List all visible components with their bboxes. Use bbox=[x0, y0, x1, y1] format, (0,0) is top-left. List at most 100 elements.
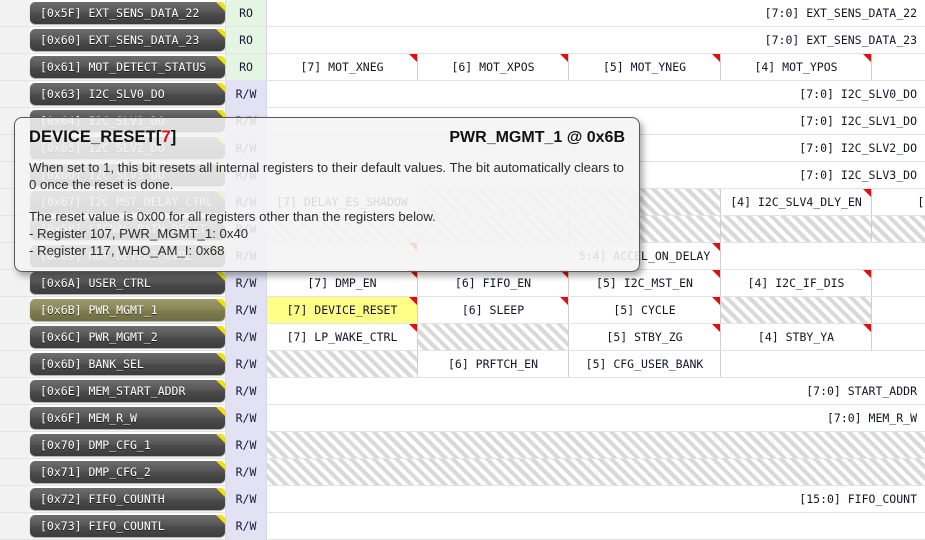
register-name-plate[interactable]: [0x6F] MEM_R_W bbox=[30, 407, 225, 429]
table-row[interactable]: [0x6B] PWR_MGMT_1 R/W [7] DEVICE_RESET [6] … bbox=[0, 297, 925, 324]
register-name-plate[interactable]: [0x5F] EXT_SENS_DATA_22 bbox=[30, 2, 225, 24]
comment-marker-icon bbox=[712, 270, 720, 278]
register-access-cell: R/W bbox=[225, 270, 267, 296]
bitfield-cell[interactable]: [5] CFG_USER_BANK bbox=[569, 351, 721, 377]
bitfield-cell-wide[interactable] bbox=[267, 513, 925, 539]
table-row[interactable]: [0x61] MOT_DETECT_STATUS RO [7] MOT_XNEG [6… bbox=[0, 54, 925, 81]
register-name-plate[interactable]: [0x6C] PWR_MGMT_2 bbox=[30, 326, 225, 348]
tooltip-field-name: DEVICE_RESET bbox=[29, 128, 156, 146]
bitfield-container: [7:0] START_ADDR bbox=[267, 378, 925, 404]
tooltip-field-title: DEVICE_RESET[7] bbox=[29, 128, 176, 147]
bitfield-cell-wide[interactable]: [7:0] EXT_SENS_DATA_22 bbox=[267, 0, 925, 26]
bitfield-cell[interactable] bbox=[872, 351, 925, 377]
bitfield-cell[interactable]: [5] CYCLE bbox=[569, 297, 721, 323]
table-row[interactable]: [0x6E] MEM_START_ADDR R/W [7:0] START_ADDR bbox=[0, 378, 925, 405]
bitfield-cell[interactable]: [7] DEVICE_RESET bbox=[267, 297, 418, 323]
bitfield-cell[interactable]: [7] LP_WAKE_CTRL bbox=[267, 324, 418, 350]
tooltip-bracket-open: [ bbox=[155, 128, 162, 146]
bitfield-cell[interactable]: [5] MOT_YNEG bbox=[569, 54, 721, 80]
register-name-plate[interactable]: [0x71] DMP_CFG_2 bbox=[30, 461, 225, 483]
table-row[interactable]: [0x72] FIFO_COUNTH R/W [15:0] FIFO_COUNT bbox=[0, 486, 925, 513]
table-row[interactable]: [0x6A] USER_CTRL R/W [7] DMP_EN [6] FIFO_EN… bbox=[0, 270, 925, 297]
bitfield-container: [15:0] FIFO_COUNT bbox=[267, 486, 925, 512]
bitfield-container bbox=[267, 432, 925, 458]
table-row[interactable]: [0x5F] EXT_SENS_DATA_22 RO [7:0] EXT_SENS_… bbox=[0, 0, 925, 27]
comment-marker-icon bbox=[409, 54, 417, 62]
comment-marker-icon bbox=[863, 270, 871, 278]
bitfield-cell[interactable] bbox=[721, 243, 872, 269]
register-name-plate[interactable]: [0x63] I2C_SLV0_DO bbox=[30, 83, 225, 105]
register-name-plate[interactable]: [0x70] DMP_CFG_1 bbox=[30, 434, 225, 456]
bitfield-cell[interactable]: [5] I2C_MST_EN bbox=[569, 270, 721, 296]
register-access-cell: R/W bbox=[225, 405, 267, 431]
comment-marker-icon bbox=[863, 54, 871, 62]
table-row[interactable]: [0x6F] MEM_R_W R/W [7:0] MEM_R_W bbox=[0, 405, 925, 432]
bitfield-cell[interactable]: [6] FIFO_EN bbox=[418, 270, 569, 296]
register-name-plate[interactable]: [0x6D] BANK_SEL bbox=[30, 353, 225, 375]
bitfield-cell[interactable] bbox=[872, 243, 925, 269]
register-access-cell: R/W bbox=[225, 513, 267, 539]
bitfield-cell[interactable]: [3] MO bbox=[872, 54, 925, 80]
register-name-plate[interactable]: [0x6A] USER_CTRL bbox=[30, 272, 225, 294]
bitfield-cell[interactable]: [4] I2C_IF_DIS bbox=[721, 270, 872, 296]
register-name-plate[interactable]: [0x6B] PWR_MGMT_1 bbox=[30, 299, 225, 321]
bitfield-cell[interactable]: [3] DMP bbox=[872, 270, 925, 296]
register-name-plate[interactable]: [0x6E] MEM_START_ADDR bbox=[30, 380, 225, 402]
register-name-plate[interactable]: [0x61] MOT_DETECT_STATUS bbox=[30, 56, 225, 78]
bitfield-cell[interactable] bbox=[418, 324, 569, 350]
bitfield-cell[interactable]: [3] I2C_SL bbox=[872, 189, 925, 215]
bitfield-cell[interactable] bbox=[721, 216, 872, 242]
bitfield-container bbox=[267, 513, 925, 539]
bitfield-cell[interactable]: [7] MOT_XNEG bbox=[267, 54, 418, 80]
corner-flag-icon bbox=[216, 434, 225, 443]
table-row[interactable]: [0x6C] PWR_MGMT_2 R/W [7] LP_WAKE_CTRL [5] … bbox=[0, 324, 925, 351]
table-row[interactable]: [0x70] DMP_CFG_1 R/W bbox=[0, 432, 925, 459]
bitfield-cell-wide[interactable]: [7:0] I2C_SLV0_DO bbox=[267, 81, 925, 107]
bitfield-cell[interactable] bbox=[267, 351, 418, 377]
corner-flag-icon bbox=[216, 407, 225, 416]
corner-flag-icon bbox=[216, 2, 225, 11]
bitfield-cell[interactable]: [5] STBY_ZG bbox=[569, 324, 721, 350]
bitfield-cell-wide[interactable]: [7:0] START_ADDR bbox=[267, 378, 925, 404]
bitfield-cell[interactable]: [6] MOT_XPOS bbox=[418, 54, 569, 80]
bitfield-cell[interactable] bbox=[872, 216, 925, 242]
bitfield-cell[interactable]: [6] PRFTCH_EN bbox=[418, 351, 569, 377]
bitfield-cell[interactable]: [4] MOT_YPOS bbox=[721, 54, 872, 80]
register-access-cell: R/W bbox=[225, 324, 267, 350]
row-left-margin bbox=[0, 432, 30, 458]
bitfield-cell-wide[interactable] bbox=[267, 459, 925, 485]
tooltip-bracket-close: ] bbox=[170, 128, 177, 146]
tooltip-paragraph-1: When set to 1, this bit resets all inter… bbox=[29, 160, 624, 192]
register-name-plate[interactable]: [0x73] FIFO_COUNTL bbox=[30, 515, 225, 537]
bitfield-cell-wide[interactable]: [7:0] MEM_R_W bbox=[267, 405, 925, 431]
bitfield-cell[interactable] bbox=[721, 297, 872, 323]
bitfield-cell[interactable] bbox=[721, 351, 872, 377]
bitfield-container: [7] DMP_EN [6] FIFO_EN [5] I2C_MST_EN [4] I… bbox=[267, 270, 925, 296]
table-row[interactable]: [0x71] DMP_CFG_2 R/W bbox=[0, 459, 925, 486]
comment-marker-icon bbox=[712, 54, 720, 62]
bitfield-cell-wide[interactable]: [15:0] FIFO_COUNT bbox=[267, 486, 925, 512]
register-access-cell: R/W bbox=[225, 486, 267, 512]
table-row[interactable]: [0x6D] BANK_SEL R/W [6] PRFTCH_EN [5] CFG_U… bbox=[0, 351, 925, 378]
bitfield-cell[interactable]: [7] DMP_EN bbox=[267, 270, 418, 296]
comment-marker-icon bbox=[712, 297, 720, 305]
bitfield-cell-wide[interactable]: [7:0] EXT_SENS_DATA_23 bbox=[267, 27, 925, 53]
register-name-plate[interactable]: [0x60] EXT_SENS_DATA_23 bbox=[30, 29, 225, 51]
bitfield-cell[interactable]: [4] I2C_SLV4_DLY_EN bbox=[721, 189, 872, 215]
table-row[interactable]: [0x60] EXT_SENS_DATA_23 RO [7:0] EXT_SENS_… bbox=[0, 27, 925, 54]
bitfield-container: [7] MOT_XNEG [6] MOT_XPOS [5] MOT_YNEG [4] … bbox=[267, 54, 925, 80]
register-access-cell: R/W bbox=[225, 81, 267, 107]
tooltip-register-label: PWR_MGMT_1 @ 0x6B bbox=[449, 129, 625, 146]
tooltip-header: DEVICE_RESET[7] PWR_MGMT_1 @ 0x6B bbox=[29, 128, 625, 147]
row-left-margin bbox=[0, 378, 30, 404]
bitfield-cell[interactable]: [3] TE bbox=[872, 297, 925, 323]
row-left-margin bbox=[0, 405, 30, 431]
table-row[interactable]: [0x73] FIFO_COUNTL R/W bbox=[0, 513, 925, 540]
bitfield-cell[interactable]: [6] SLEEP bbox=[418, 297, 569, 323]
bitfield-cell[interactable]: [3] ST bbox=[872, 324, 925, 350]
tooltip-reset-line-1: - Register 107, PWR_MGMT_1: 0x40 bbox=[29, 226, 249, 241]
bitfield-cell[interactable]: [4] STBY_YA bbox=[721, 324, 872, 350]
register-name-plate[interactable]: [0x72] FIFO_COUNTH bbox=[30, 488, 225, 510]
bitfield-cell-wide[interactable] bbox=[267, 432, 925, 458]
table-row[interactable]: [0x63] I2C_SLV0_DO R/W [7:0] I2C_SLV0_DO bbox=[0, 81, 925, 108]
